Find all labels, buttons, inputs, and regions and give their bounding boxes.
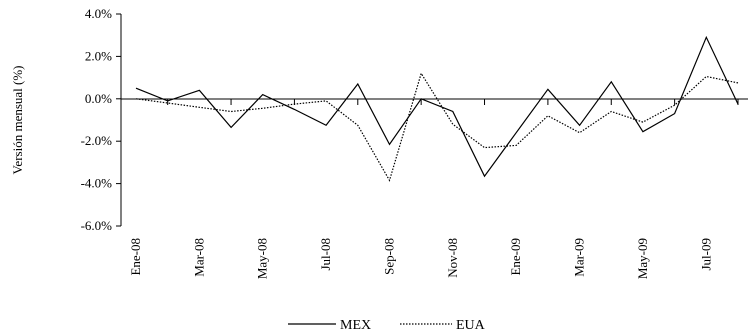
x-tick-label: Mar-08 [191,238,206,277]
y-tick-label: 0.0% [85,91,112,106]
x-tick-label: Mar-09 [572,238,587,277]
legend-label-eua: EUA [456,318,486,333]
y-tick-label: 2.0% [85,48,112,63]
x-tick-label: Ene-08 [128,238,143,276]
x-tick-label: Sep-08 [381,238,396,275]
y-tick-label: -4.0% [81,176,113,191]
y-tick-label: -6.0% [81,218,113,233]
series-line-mex [135,35,739,178]
x-tick-label: May-08 [255,238,270,279]
x-tick-label: Jul-08 [318,238,333,271]
x-tick-label: May-09 [635,238,650,279]
x-tick-label: Nov-08 [445,238,460,278]
y-axis-label: Versión mensual (%) [10,65,25,174]
y-tick-label: 4.0% [85,6,112,21]
x-tick-label: Ene-09 [508,238,523,276]
series-line-eua [135,71,739,182]
x-tick-label: Jul-09 [698,238,713,271]
x-axis: Ene-08 Mar-08 May-08 Jul-08 Sep-08 Nov-08 Ene-… [121,98,748,279]
legend: MEX EUA [288,318,486,333]
y-tick-label: -2.0% [81,133,113,148]
y-axis: 4.0% 2.0% 0.0% -2.0% -4.0% -6.0% [81,6,122,233]
series-layer [135,35,739,182]
legend-label-mex: MEX [340,318,371,333]
